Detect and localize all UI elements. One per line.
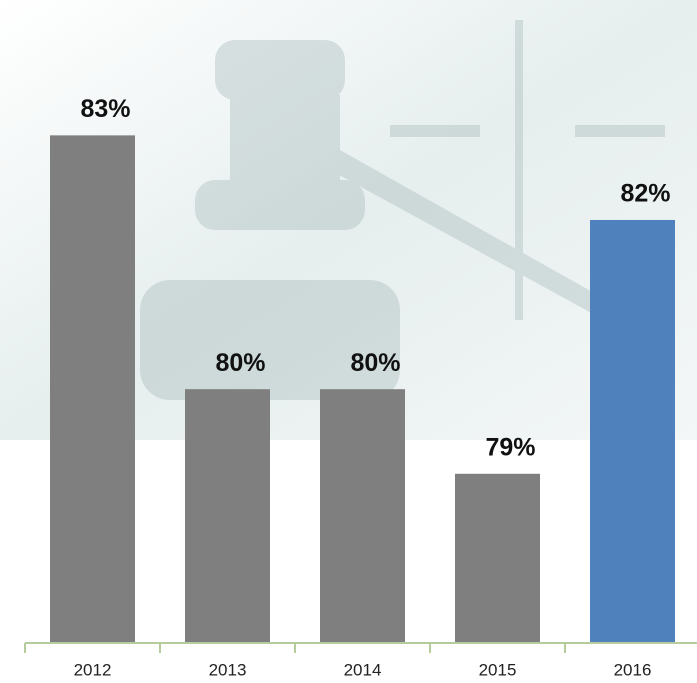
bar bbox=[185, 389, 270, 643]
x-tick-label: 2013 bbox=[209, 660, 247, 679]
chart: 83% 2012 80% 2013 80% 2014 79% 2015 82% 2016 bbox=[0, 0, 697, 683]
value-label: 79% bbox=[485, 433, 535, 461]
value-label: 80% bbox=[350, 349, 400, 377]
bar bbox=[320, 389, 405, 643]
value-label: 80% bbox=[215, 349, 265, 377]
page: {"chart_data": {"type": "bar", "categori… bbox=[0, 0, 697, 683]
bar bbox=[590, 220, 675, 643]
x-tick-label: 2016 bbox=[614, 660, 652, 679]
x-tick-label: 2012 bbox=[74, 660, 112, 679]
x-tick-label: 2014 bbox=[344, 660, 382, 679]
bar bbox=[50, 135, 135, 643]
bar bbox=[455, 474, 540, 643]
value-label: 82% bbox=[620, 180, 670, 208]
value-label: 83% bbox=[80, 95, 130, 123]
x-tick-label: 2015 bbox=[479, 660, 517, 679]
